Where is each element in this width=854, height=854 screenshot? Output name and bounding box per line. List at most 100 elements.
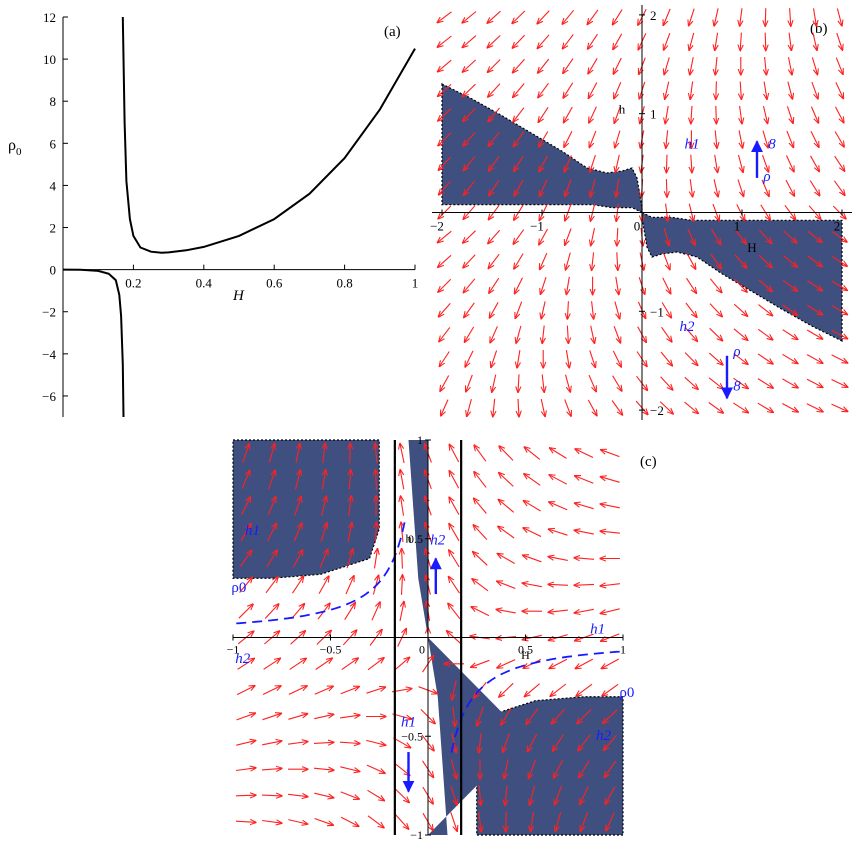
field-arrow [740,81,741,100]
field-arrow [574,584,595,585]
x-tick-label: 1 [620,643,626,657]
field-arrow [530,811,533,832]
field-arrow [734,278,748,292]
field-arrow [288,742,308,745]
field-arrow [539,131,549,148]
field-arrow [807,255,823,267]
field-arrow [834,131,844,148]
field-arrow [591,227,596,246]
field-arrow [575,476,594,484]
field-arrow [564,106,573,123]
field-arrow [810,106,818,124]
field-arrow [814,8,817,26]
field-arrow [315,658,333,670]
field-arrow [367,815,384,828]
field-arrow [464,326,475,342]
field-arrow [488,253,500,268]
field-arrow [715,130,717,148]
field-arrow [375,549,378,569]
x-tick-label: 0.6 [266,276,283,291]
field-arrow [549,529,568,536]
field-arrow [518,398,519,417]
field-arrow [574,503,594,510]
field-arrow [807,280,823,291]
field-arrow [806,403,823,412]
field-arrow [659,401,673,414]
x-tick-label: −2 [430,219,444,234]
field-arrow [616,179,619,197]
field-arrow [807,230,822,242]
field-arrow [462,11,477,23]
field-arrow [463,107,476,121]
y-tick-label: 0 [50,263,57,278]
field-arrow [564,399,571,416]
field-arrow [831,280,847,290]
y-axis-label: h [406,532,412,546]
field-arrow [562,9,575,24]
y-tick-label: 1 [650,107,657,122]
field-arrow [686,253,696,269]
panel-c: (c) −1 −0.5 0 0.5 1 1 0.5 −0.5 −1 h Hh1 h2 h2 h1 h1 h2 ρ… [227,433,657,842]
field-arrow [785,179,794,196]
shaded-wedge-1 [408,440,428,638]
x-tick-label: 0.4 [196,276,213,291]
field-arrow [492,374,497,393]
field-arrow [601,658,620,669]
annotation: ρ0 [231,580,246,596]
field-arrow [831,329,848,339]
y-tick-label: −2 [42,305,56,320]
field-arrow [613,9,623,25]
field-arrow [449,550,460,568]
field-arrow [263,658,281,670]
field-arrow [449,444,460,463]
field-arrow [810,130,819,147]
shaded-corner-3 [232,439,380,579]
field-arrow [292,550,302,568]
x-tick-label: −0.5 [320,643,342,657]
field-arrow [580,812,589,832]
field-arrow [262,713,282,721]
annotation: h1 [590,622,605,638]
field-arrow [542,325,544,344]
field-arrow [831,231,847,242]
y-axis-label: h [619,102,626,117]
field-arrow [524,474,541,486]
y-tick-label: 2 [650,8,657,23]
field-arrow [550,448,567,459]
field-arrow [548,610,568,612]
field-arrow [479,811,482,832]
y-tick-label: 10 [43,52,56,67]
field-arrow [811,57,817,74]
field-arrow [782,378,798,388]
field-arrow [713,179,718,197]
field-arrow [465,350,474,367]
annotation: h2 [430,533,446,549]
field-arrow [313,768,334,770]
field-arrow [514,253,524,269]
field-arrow [782,353,798,363]
field-arrow [553,734,564,752]
field-arrow [394,657,409,671]
field-arrow [548,557,568,561]
field-arrow [261,768,282,770]
field-arrow [566,252,571,270]
field-arrow [376,470,377,490]
field-arrow [588,82,598,99]
field-arrow [463,230,476,243]
field-arrow [661,326,672,342]
field-arrow [438,59,452,72]
field-arrow [708,352,723,365]
field-arrow [506,811,507,832]
field-arrow [367,789,385,800]
field-arrow [262,741,282,746]
field-arrow [540,252,548,270]
field-arrow [523,501,541,512]
field-arrow [347,522,352,543]
field-arrow [690,179,692,197]
field-arrow [473,525,488,540]
field-arrow [786,155,795,172]
field-arrow [462,59,477,72]
field-arrow [497,659,516,668]
field-arrow [320,523,327,542]
field-arrow [288,819,307,825]
